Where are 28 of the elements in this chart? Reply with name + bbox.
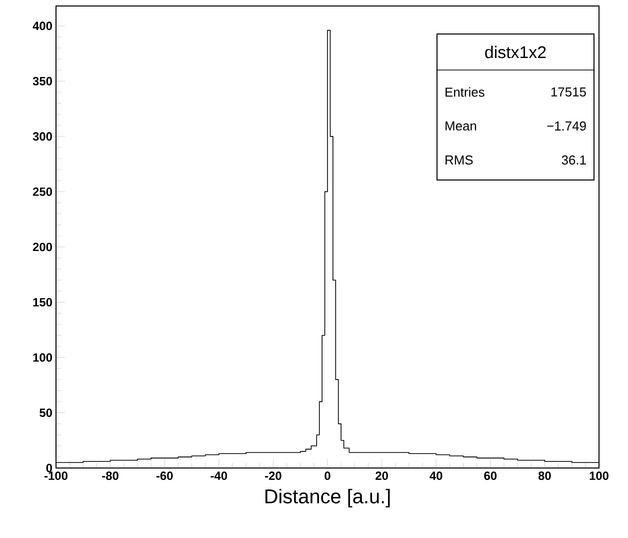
x-tick-label: 80: [538, 472, 551, 480]
x-tick-label: -60: [156, 472, 173, 480]
annotation: Entries: [446, 87, 484, 97]
y-tick-label: 300: [32, 132, 52, 141]
x-tick-label: 20: [376, 472, 388, 480]
annotation: Mean: [446, 121, 476, 131]
annotation: −1.749: [547, 121, 586, 131]
x-tick-label: -80: [102, 472, 118, 480]
y-tick-label: 250: [32, 187, 52, 196]
y-tick-label: 350: [32, 76, 52, 86]
annotation: 36.1: [562, 155, 586, 165]
x-tick-label: -100: [44, 472, 68, 480]
x-tick-label: 40: [430, 472, 442, 480]
y-tick-label: 100: [33, 353, 52, 362]
y-tick-label: 150: [33, 298, 52, 306]
y-tick-label: 0: [46, 464, 52, 472]
y-tick-label: 200: [32, 242, 52, 252]
y-tick-label: 400: [32, 22, 52, 30]
x-tick-label: 60: [484, 472, 497, 480]
y-tick-label: 50: [40, 408, 52, 417]
annotation: 17515: [551, 87, 586, 97]
annotation: RMS: [446, 155, 473, 165]
x-tick-label: 100: [590, 472, 608, 480]
x-tick-label: -40: [210, 472, 228, 480]
annotation: distx1x2: [485, 46, 546, 58]
x-axis-title: Distance [a.u.]: [265, 488, 390, 508]
x-tick-label: -20: [265, 472, 282, 480]
x-tick-label: 0: [324, 472, 330, 480]
